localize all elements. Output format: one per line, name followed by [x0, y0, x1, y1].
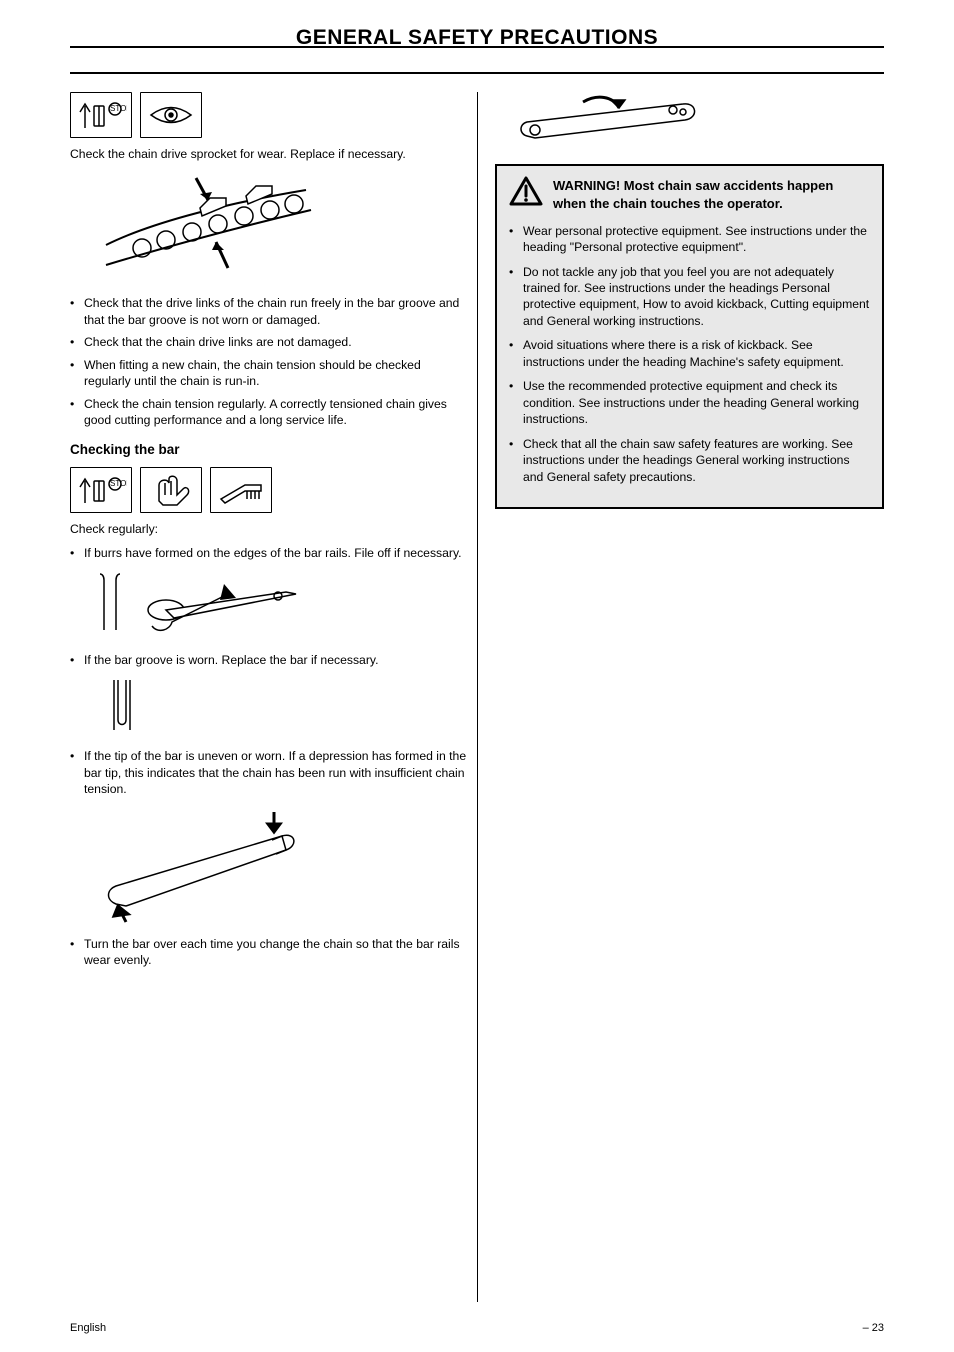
gloves-icon [145, 471, 197, 509]
left-column: STOP Check the chain drive sprocket for … [70, 92, 469, 1302]
bullet-text: If burrs have formed on the edges of the… [84, 545, 467, 561]
stop-up-icon: STOP [75, 471, 127, 509]
bullet-dot-icon [70, 652, 84, 668]
bullet-dot-icon [509, 337, 523, 370]
bullet-dot-icon [70, 748, 84, 797]
burr-file-figure [96, 570, 467, 642]
warning-head: WARNING! Most chain saw accidents happen… [509, 176, 870, 212]
page: GENERAL SAFETY PRECAUTIONS ST [0, 0, 954, 1352]
stop-pictogram-2: STOP [70, 467, 132, 513]
bullet-new-chain-tension: When fitting a new chain, the chain tens… [70, 357, 467, 390]
bar-tip-wear-icon [96, 806, 306, 926]
brush-pictogram [210, 467, 272, 513]
stop-pictogram: STOP [70, 92, 132, 138]
bullet-dot-icon [70, 357, 84, 390]
chain-sprocket-icon [96, 170, 316, 285]
groove-figure [96, 676, 467, 738]
sprocket-figure [96, 170, 467, 285]
pictogram-row-1: STOP [70, 92, 467, 138]
bullet-text: Do not tackle any job that you feel you … [523, 264, 870, 330]
bullet-text: Turn the bar over each time you change t… [84, 936, 467, 969]
bullet-dot-icon [70, 545, 84, 561]
warn-bullet-3: Avoid situations where there is a risk o… [509, 337, 870, 370]
right-column: WARNING! Most chain saw accidents happen… [485, 92, 884, 1302]
footer-right: – 23 [863, 1322, 884, 1334]
bullet-dot-icon [70, 295, 84, 328]
bullet-text: If the bar groove is worn. Replace the b… [84, 652, 467, 668]
bullet-text: Avoid situations where there is a risk o… [523, 337, 870, 370]
bullet-check-tension-regularly: Check the chain tension regularly. A cor… [70, 396, 467, 429]
bullet-dot-icon [70, 334, 84, 350]
bar-flip-icon [513, 92, 703, 152]
wear-check-text: Check the chain drive sprocket for wear.… [70, 146, 467, 162]
warning-box: WARNING! Most chain saw accidents happen… [495, 164, 884, 509]
warn-bullet-4: Use the recommended protective equipment… [509, 378, 870, 427]
bullet-drive-links-run: Check that the drive links of the chain … [70, 295, 467, 328]
bar-burr-icon [96, 570, 316, 642]
bullet-text: Wear personal protective equipment. See … [523, 223, 870, 256]
bullet-text: Check that the drive links of the chain … [84, 295, 467, 328]
brush-icon [215, 471, 267, 509]
bullet-dot-icon [509, 436, 523, 485]
checking-bar-heading: Checking the bar [70, 441, 467, 459]
bullet-text: Check that all the chain saw safety feat… [523, 436, 870, 485]
warn-bullet-2: Do not tackle any job that you feel you … [509, 264, 870, 330]
bullet-dot-icon [509, 264, 523, 330]
gloves-pictogram [140, 467, 202, 513]
bullet-tip-wear: If the tip of the bar is uneven or worn.… [70, 748, 467, 797]
footer-left: English [70, 1322, 106, 1334]
bullet-turn-bar: Turn the bar over each time you change t… [70, 936, 467, 969]
bullet-dot-icon [509, 378, 523, 427]
bar-tip-figure [96, 806, 467, 926]
bullet-groove-worn: If the bar groove is worn. Replace the b… [70, 652, 467, 668]
svg-text:STOP: STOP [110, 104, 127, 113]
content-columns: STOP Check the chain drive sprocket for … [70, 92, 884, 1302]
warning-title: WARNING! Most chain saw accidents happen… [553, 176, 870, 212]
svg-text:STOP: STOP [110, 479, 127, 488]
warn-bullet-1: Wear personal protective equipment. See … [509, 223, 870, 256]
bullet-text: Check the chain tension regularly. A cor… [84, 396, 467, 429]
eye-pictogram [140, 92, 202, 138]
bullet-drive-links-damage: Check that the chain drive links are not… [70, 334, 467, 350]
bullet-text: When fitting a new chain, the chain tens… [84, 357, 467, 390]
rule-bottom [70, 72, 884, 74]
warning-triangle-icon [509, 176, 543, 210]
stop-up-icon: STOP [75, 96, 127, 134]
bullet-text: Use the recommended protective equipment… [523, 378, 870, 427]
check-regularly-text: Check regularly: [70, 521, 467, 537]
bullet-text: If the tip of the bar is uneven or worn.… [84, 748, 467, 797]
rule-top [70, 46, 884, 48]
bullet-dot-icon [70, 936, 84, 969]
page-footer: English – 23 [70, 1322, 884, 1334]
eye-icon [145, 96, 197, 134]
bar-groove-icon [96, 676, 156, 738]
bullet-burrs: If burrs have formed on the edges of the… [70, 545, 467, 561]
pictogram-row-2: STOP [70, 467, 467, 513]
column-divider [477, 92, 478, 1302]
bar-flip-figure [513, 92, 884, 156]
bullet-text: Check that the chain drive links are not… [84, 334, 467, 350]
warn-bullet-5: Check that all the chain saw safety feat… [509, 436, 870, 485]
bullet-dot-icon [509, 223, 523, 256]
warning-body: Wear personal protective equipment. See … [509, 223, 870, 486]
bullet-dot-icon [70, 396, 84, 429]
